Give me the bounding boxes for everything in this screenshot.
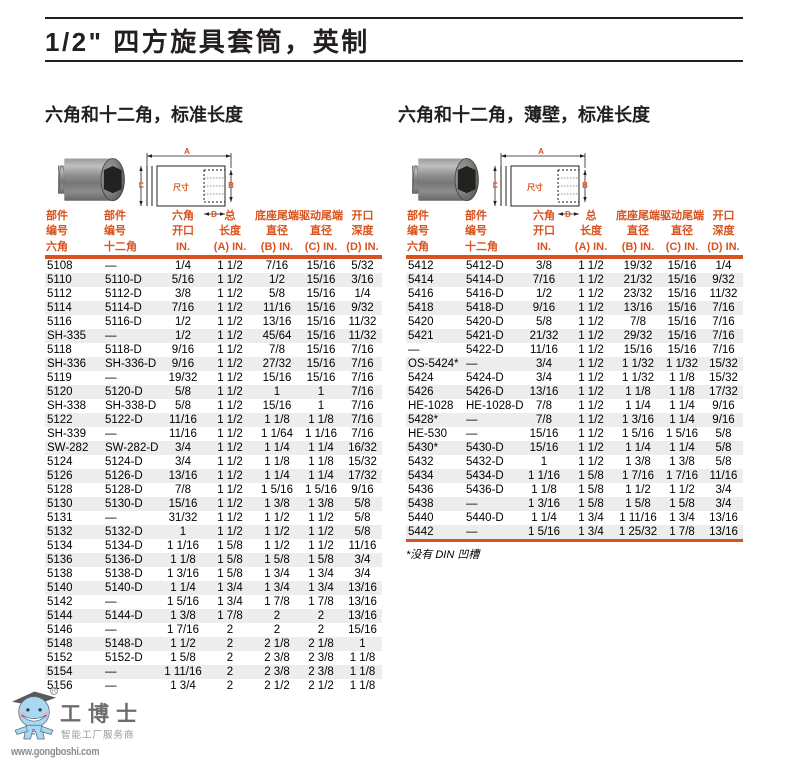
svg-text:B: B xyxy=(228,181,234,190)
svg-text:B: B xyxy=(582,181,588,190)
svg-text:C: C xyxy=(493,181,498,190)
svg-text:A: A xyxy=(538,148,544,156)
svg-text:A: A xyxy=(184,148,190,156)
svg-text:尺寸: 尺寸 xyxy=(527,182,543,192)
svg-text:C: C xyxy=(139,181,144,190)
svg-text:尺寸: 尺寸 xyxy=(173,182,189,192)
